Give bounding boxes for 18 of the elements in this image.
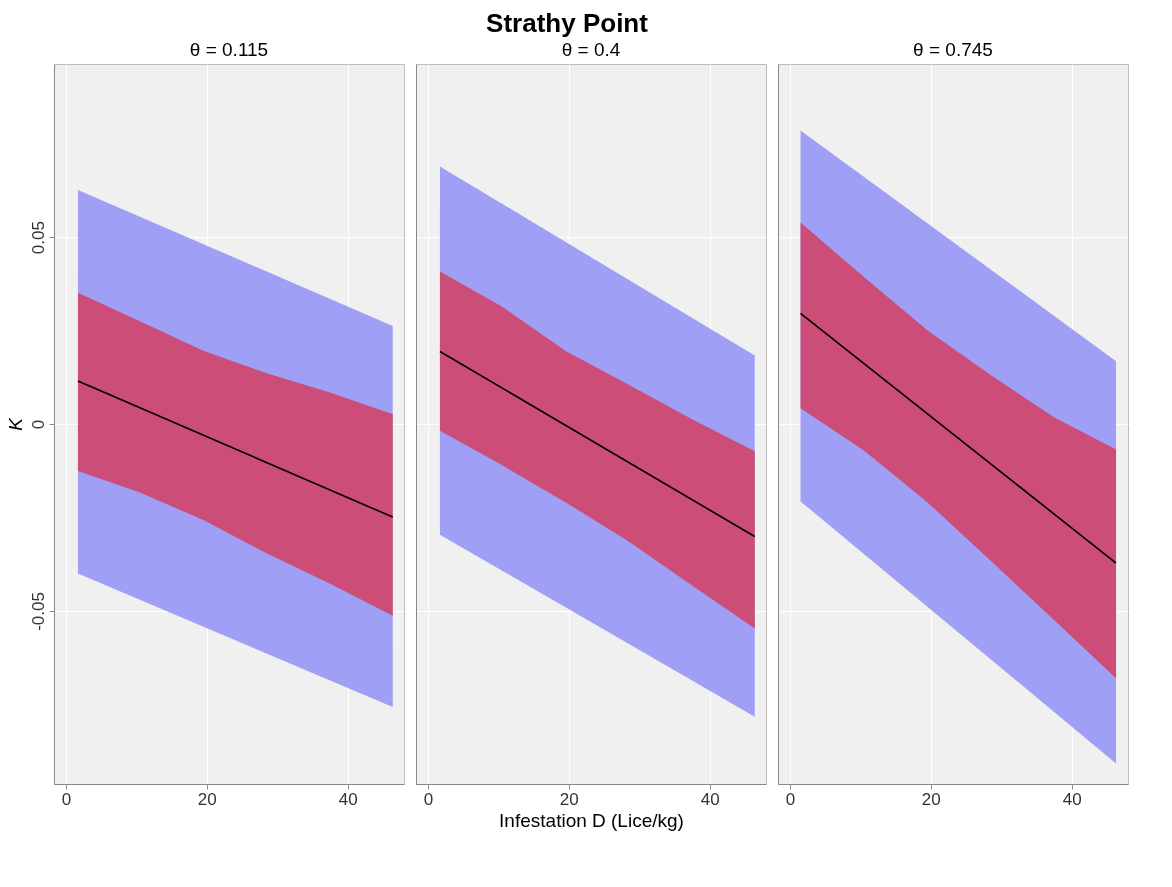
chart-subtitle: θ = 0.115 (189, 39, 269, 60)
chart-subtitle: θ = 0.745 (913, 39, 993, 60)
chart-title: Strathy Point (486, 7, 649, 38)
x-axis-title: Infestation D (Lice/kg) (499, 809, 684, 831)
x-tick-label: 0 (423, 789, 434, 809)
x-tick-label: 0 (61, 789, 72, 809)
x-tick-label: 0 (785, 789, 796, 809)
x-tick-label: 20 (921, 789, 941, 809)
x-tick-label: 40 (338, 789, 358, 809)
x-tick-label: 20 (197, 789, 217, 809)
x-tick-label: 40 (700, 789, 720, 809)
x-tick-label: 20 (559, 789, 579, 809)
y-axis-title: K (4, 416, 26, 431)
x-tick-label: 40 (1062, 789, 1082, 809)
y-tick-label: 0 (28, 419, 48, 430)
y-tick-label: 0.05 (28, 221, 48, 255)
y-tick-label: -0.05 (28, 592, 48, 631)
chart-subtitle: θ = 0.4 (561, 39, 621, 60)
